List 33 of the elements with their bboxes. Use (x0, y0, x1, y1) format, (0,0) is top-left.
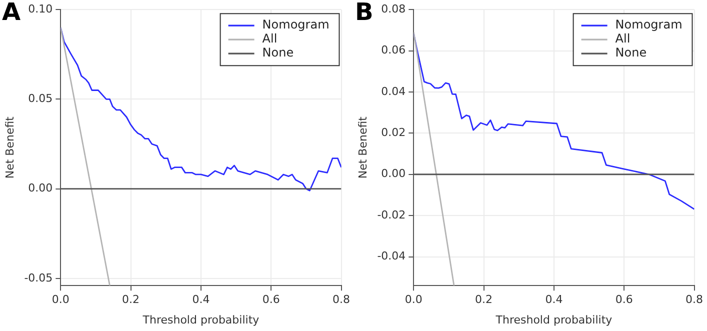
x-tick-label: 0.0 (404, 293, 422, 306)
x-tick-label: 0.6 (615, 293, 633, 306)
y-tick-label: 0.00 (381, 167, 406, 180)
x-tick-label: 0.2 (475, 293, 493, 306)
y-axis-title: Net Benefit (356, 116, 370, 179)
x-tick-label: 0.8 (332, 293, 350, 306)
legend-label: Nomogram (615, 18, 682, 32)
x-tick-label: 0.8 (686, 293, 704, 306)
x-tick-label: 0.4 (545, 293, 563, 306)
y-tick-label: 0.08 (381, 2, 406, 16)
x-axis-title: Threshold probability (494, 313, 613, 326)
y-tick-label: -0.05 (24, 271, 53, 284)
y-tick-label: 0.02 (381, 126, 406, 140)
y-tick-label: 0.04 (381, 84, 406, 98)
chart-title: B (355, 0, 374, 26)
y-tick-label: 0.05 (28, 92, 53, 106)
legend-label: All (615, 32, 630, 46)
legend-label: All (262, 32, 278, 46)
x-tick-label: 0.0 (52, 293, 70, 306)
x-tick-label: 0.6 (262, 293, 280, 306)
x-axis-title: Threshold probability (142, 313, 260, 326)
legend-label: Nomogram (262, 18, 330, 32)
y-tick-label: -0.04 (377, 250, 406, 263)
y-axis-title: Net Benefit (3, 116, 16, 179)
x-tick-label: 0.4 (192, 293, 210, 306)
chart-title: A (2, 0, 21, 26)
y-tick-label: -0.02 (377, 208, 406, 222)
y-tick-label: 0.00 (28, 182, 53, 195)
y-tick-label: 0.06 (381, 44, 406, 57)
x-tick-label: 0.2 (122, 293, 140, 306)
y-tick-label: 0.10 (28, 2, 53, 16)
legend-label: None (262, 46, 294, 60)
legend-label: None (615, 46, 647, 60)
